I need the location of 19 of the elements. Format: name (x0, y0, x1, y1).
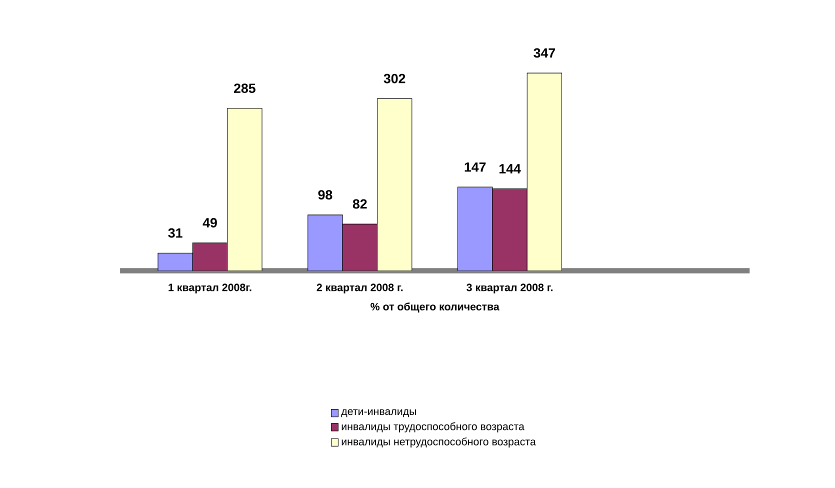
data-label: 302 (384, 74, 406, 84)
legend-label: инвалиды нетрудоспособного возраста (342, 437, 536, 448)
data-label: 98 (318, 190, 332, 200)
legend-label: дети-инвалиды (341, 409, 416, 418)
x-tick-label: 3 квартал 2008 г. (466, 284, 553, 294)
data-label: 49 (202, 218, 217, 228)
x-axis-title: % от общего количества (370, 302, 500, 312)
legend-label: инвалиды трудоспособного возраста (342, 422, 524, 432)
bar (308, 214, 343, 271)
data-label: 147 (464, 162, 486, 172)
data-label: 285 (234, 83, 256, 93)
x-tick-label: 1 квартал 2008г. (168, 284, 252, 294)
data-label: 347 (534, 48, 556, 58)
x-tick-label: 2 квартал 2008 г. (316, 284, 403, 294)
data-label: 144 (500, 164, 521, 174)
bar (458, 186, 493, 271)
bar (158, 252, 193, 271)
data-label: 31 (168, 228, 182, 238)
data-label: 82 (352, 199, 367, 209)
